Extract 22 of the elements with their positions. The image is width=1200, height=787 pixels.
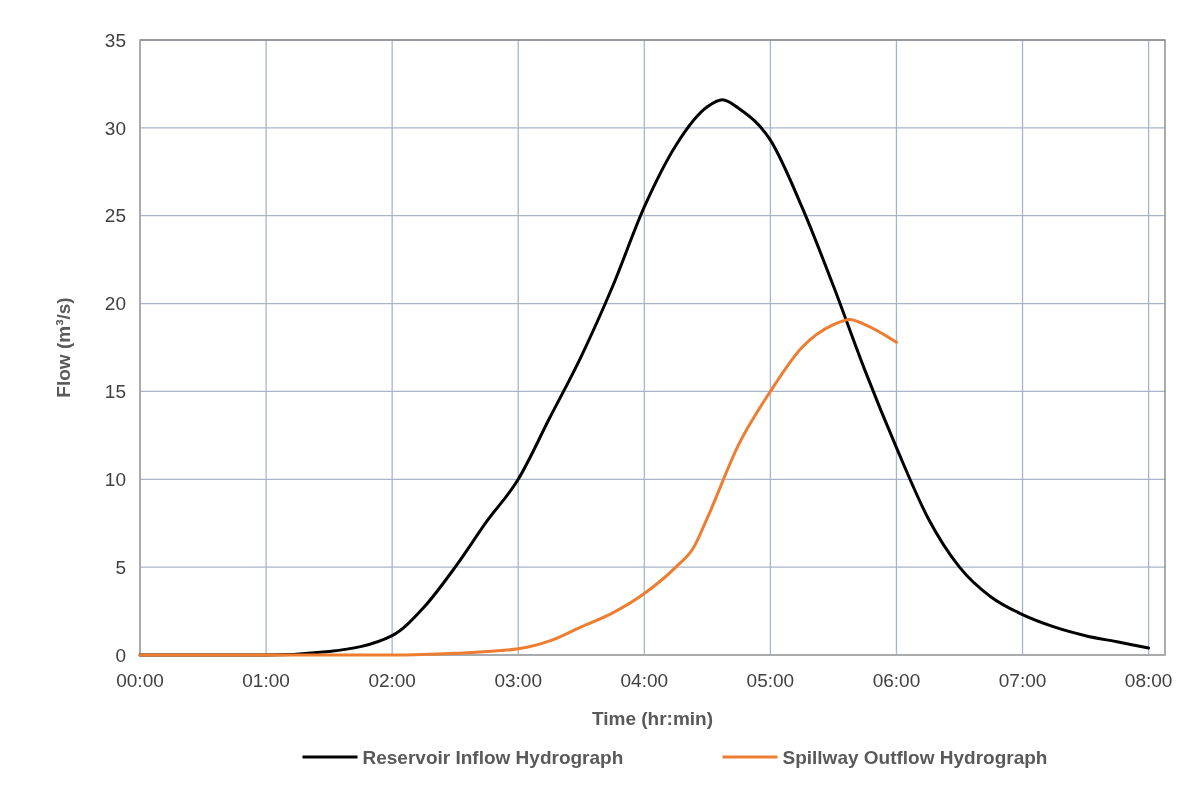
x-tick-label: 04:00	[620, 670, 669, 691]
y-tick-label: 20	[104, 293, 126, 315]
legend-label: Reservoir Inflow Hydrograph	[362, 746, 624, 768]
x-tick-label: 00:00	[116, 670, 164, 691]
x-tick-label: 08:00	[1124, 670, 1173, 691]
y-tick-label: 0	[115, 644, 126, 666]
y-tick-label: 35	[104, 29, 126, 51]
x-tick-label: 05:00	[746, 670, 795, 691]
y-tick-label: 15	[104, 381, 126, 403]
y-tick-label: 10	[104, 468, 126, 490]
x-tick-label: 01:00	[242, 670, 290, 691]
legend-label: Spillway Outflow Hydrograph	[782, 746, 1048, 768]
x-axis-title: Time (hr:min)	[591, 708, 714, 729]
x-tick-label: 03:00	[494, 670, 542, 691]
line-series	[138, 317, 898, 657]
y-tick-label: 5	[115, 556, 126, 578]
x-tick-label: 06:00	[872, 670, 921, 691]
x-tick-label: 07:00	[998, 670, 1047, 691]
y-axis-title: Flow (m³/s)	[53, 297, 74, 398]
y-tick-label: 25	[104, 205, 126, 227]
y-tick-label: 30	[104, 117, 126, 139]
x-tick-label: 02:00	[368, 670, 416, 691]
